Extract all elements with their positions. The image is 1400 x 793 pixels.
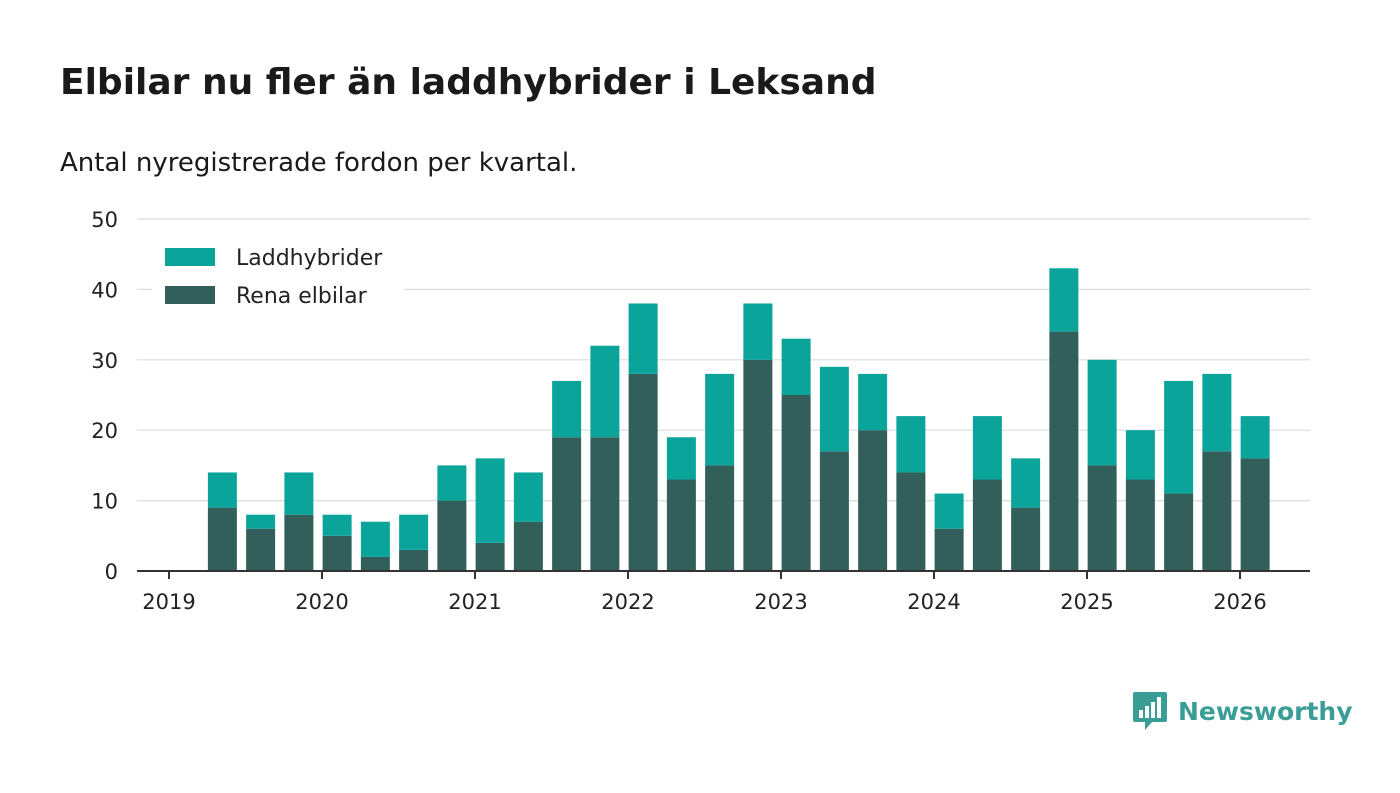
y-tick-label: 20 — [91, 419, 118, 443]
bar-laddhybrider — [896, 416, 926, 473]
bar-laddhybrider — [972, 416, 1002, 480]
bar-rena-elbilar — [513, 521, 543, 571]
bar-laddhybrider — [743, 303, 773, 360]
x-tick-label: 2026 — [1213, 590, 1266, 614]
bar-laddhybrider — [934, 493, 964, 529]
bar-laddhybrider — [513, 472, 543, 522]
legend-label: Rena elbilar — [236, 284, 368, 309]
bar-laddhybrider — [322, 514, 352, 536]
legend-swatch — [165, 286, 215, 304]
bar-laddhybrider — [590, 345, 620, 438]
bar-rena-elbilar — [1202, 451, 1232, 571]
bar-rena-elbilar — [1087, 465, 1117, 571]
bar-rena-elbilar — [743, 359, 773, 571]
bar-laddhybrider — [399, 514, 429, 550]
bar-rena-elbilar — [475, 542, 505, 571]
newsworthy-logo-icon — [1133, 692, 1167, 730]
bar-rena-elbilar — [819, 451, 849, 571]
bar-rena-elbilar — [896, 472, 926, 571]
bar-rena-elbilar — [781, 395, 811, 571]
x-tick-label: 2022 — [601, 590, 654, 614]
bar-rena-elbilar — [934, 528, 964, 571]
bar-rena-elbilar — [1011, 507, 1041, 571]
bar-rena-elbilar — [705, 465, 735, 571]
bar-rena-elbilar — [858, 430, 888, 571]
bar-laddhybrider — [781, 338, 811, 395]
bar-rena-elbilar — [1049, 331, 1079, 571]
x-tick-label: 2024 — [907, 590, 960, 614]
bar-laddhybrider — [1087, 359, 1117, 466]
legend-swatch — [165, 248, 215, 266]
bar-rena-elbilar — [1240, 458, 1270, 571]
bar-laddhybrider — [819, 366, 849, 452]
bar-rena-elbilar — [1125, 479, 1155, 571]
y-tick-label: 0 — [105, 560, 118, 584]
bar-laddhybrider — [1240, 416, 1270, 459]
x-tick-label: 2021 — [448, 590, 501, 614]
bar-laddhybrider — [475, 458, 505, 543]
bar-rena-elbilar — [437, 500, 467, 571]
bar-rena-elbilar — [590, 437, 620, 571]
bar-rena-elbilar — [246, 528, 276, 571]
y-tick-label: 30 — [91, 349, 118, 373]
chart-subtitle: Antal nyregistrerade fordon per kvartal. — [60, 148, 578, 178]
bar-laddhybrider — [246, 514, 276, 529]
newsworthy-logo: Newsworthy — [1132, 690, 1353, 732]
x-tick-label: 2025 — [1060, 590, 1113, 614]
bar-rena-elbilar — [972, 479, 1002, 571]
bar-laddhybrider — [552, 380, 582, 438]
bar-rena-elbilar — [207, 507, 237, 571]
bar-laddhybrider — [1164, 380, 1194, 494]
y-tick-label: 40 — [91, 278, 118, 302]
bar-laddhybrider — [1125, 430, 1155, 480]
chart-title: Elbilar nu fler än laddhybrider i Leksan… — [60, 62, 877, 103]
bar-laddhybrider — [360, 521, 390, 557]
legend-label: Laddhybrider — [236, 246, 383, 271]
bar-laddhybrider — [1049, 268, 1079, 332]
bar-rena-elbilar — [322, 535, 352, 571]
bar-laddhybrider — [858, 373, 888, 431]
newsworthy-logo-text: Newsworthy — [1178, 696, 1353, 726]
bar-rena-elbilar — [628, 373, 658, 571]
bar-laddhybrider — [705, 373, 735, 466]
bar-laddhybrider — [666, 437, 696, 480]
y-tick-label: 10 — [91, 490, 118, 514]
bar-rena-elbilar — [284, 514, 314, 571]
bar-laddhybrider — [437, 465, 467, 501]
bar-laddhybrider — [1011, 458, 1041, 508]
bar-laddhybrider — [284, 472, 314, 515]
y-tick-label: 50 — [91, 208, 118, 232]
bar-laddhybrider — [628, 303, 658, 374]
bar-rena-elbilar — [399, 549, 429, 571]
bar-laddhybrider — [207, 472, 237, 508]
x-tick-label: 2023 — [754, 590, 807, 614]
x-tick-label: 2019 — [142, 590, 195, 614]
bar-rena-elbilar — [360, 556, 390, 571]
bar-rena-elbilar — [666, 479, 696, 571]
bar-laddhybrider — [1202, 373, 1232, 452]
bar-rena-elbilar — [552, 437, 582, 571]
x-tick-label: 2020 — [295, 590, 348, 614]
bar-rena-elbilar — [1164, 493, 1194, 571]
